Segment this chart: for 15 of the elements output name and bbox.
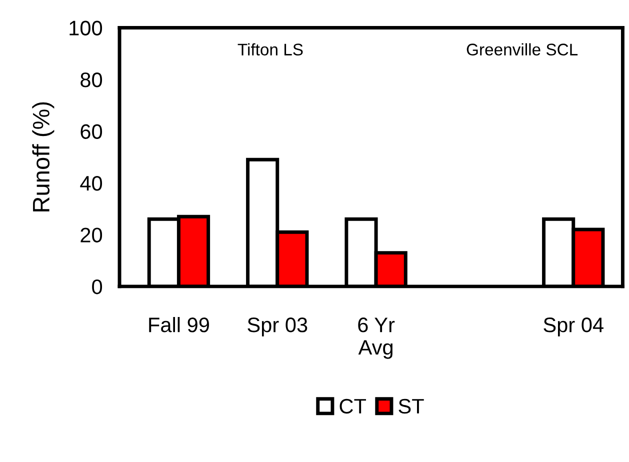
y-tick-label: 0 [92, 279, 102, 294]
x-tick-label: 6 Yr Avg [358, 318, 395, 359]
y-tick-label: 60 [80, 124, 102, 139]
y-axis-title: Runoff (%) [32, 102, 54, 212]
y-tick-label: 20 [80, 228, 102, 242]
y-tick-label: 80 [80, 72, 102, 88]
x-tick-label: Fall 99 [149, 316, 209, 332]
legend-label: CT [340, 398, 366, 414]
annotation: Tifton LS [238, 43, 303, 56]
y-tick-label: 40 [80, 176, 102, 191]
legend-label: ST [398, 398, 424, 414]
x-tick-label: Spr 03 [248, 318, 308, 336]
x-tick-label: Spr 04 [544, 318, 604, 336]
annotation: Greenville SCL [466, 43, 578, 56]
y-tick-label: 100 [70, 20, 102, 36]
